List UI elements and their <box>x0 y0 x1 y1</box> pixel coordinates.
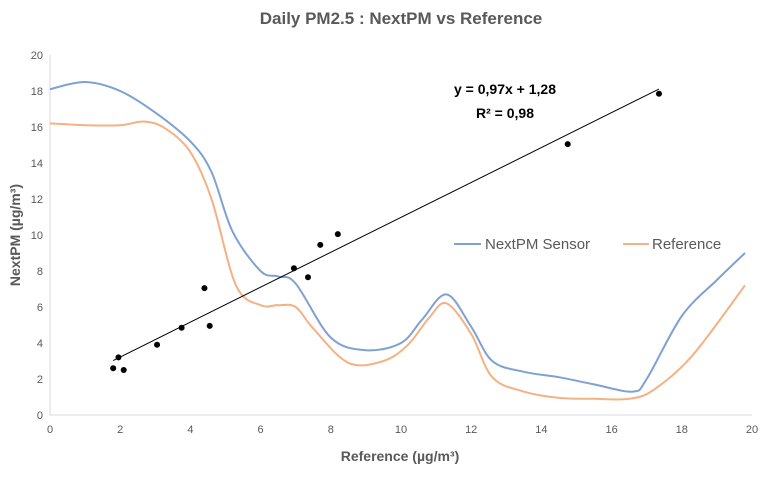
y-tick-label: 4 <box>37 338 43 350</box>
y-tick-label: 18 <box>31 86 43 98</box>
chart-title: Daily PM2.5 : NextPM vs Reference <box>260 9 543 28</box>
scatter-point <box>290 265 297 272</box>
x-axis-label: Reference (µg/m³) <box>341 448 460 464</box>
x-tick-label: 6 <box>258 424 264 436</box>
x-tick-label: 12 <box>465 424 477 436</box>
x-tick-label: 16 <box>605 424 617 436</box>
y-tick-label: 12 <box>31 194 43 206</box>
scatter-point <box>115 354 122 361</box>
y-tick-label: 16 <box>31 122 43 134</box>
scatter-point <box>206 322 213 329</box>
x-tick-label: 18 <box>676 424 688 436</box>
y-tick-label: 10 <box>31 230 43 242</box>
scatter-point <box>178 324 185 331</box>
y-tick-label: 20 <box>31 50 43 62</box>
scatter-point <box>201 285 208 292</box>
x-tick-label: 4 <box>187 424 193 436</box>
scatter-point <box>564 141 571 148</box>
x-tick-label: 8 <box>328 424 334 436</box>
x-tick-label: 14 <box>535 424 547 436</box>
x-tick-labels: 0 2 4 6 8 10 12 14 16 18 20 <box>47 424 758 436</box>
trendline-r2: R² = 0,98 <box>476 105 534 121</box>
y-tick-label: 8 <box>37 266 43 278</box>
axes <box>49 55 752 416</box>
y-tick-label: 14 <box>31 158 43 170</box>
y-axis-label: NextPM (µg/m³) <box>7 184 23 286</box>
scatter-point <box>120 367 127 373</box>
legend-label-nextpm: NextPM Sensor <box>485 236 590 253</box>
x-tick-label: 0 <box>47 424 53 436</box>
y-tick-label: 2 <box>37 374 43 386</box>
trendline <box>112 88 660 361</box>
scatter-point <box>154 341 161 348</box>
y-tick-label: 0 <box>37 410 43 422</box>
x-tick-label: 2 <box>117 424 123 436</box>
series-line-nextpm-sensor <box>49 80 746 393</box>
scatter-point <box>655 90 662 97</box>
series-lines <box>49 80 746 401</box>
scatter-point <box>304 274 311 281</box>
scatter-point <box>110 365 117 372</box>
scatter-point <box>317 241 324 248</box>
legend: NextPM Sensor Reference <box>454 236 721 253</box>
y-tick-labels: 0 2 4 6 8 10 12 14 16 18 20 <box>31 50 43 422</box>
scatter-point <box>334 231 341 238</box>
x-tick-label: 10 <box>395 424 407 436</box>
x-tick-label: 20 <box>746 424 758 436</box>
scatter-points <box>110 90 662 373</box>
y-tick-label: 6 <box>37 302 43 314</box>
series-line-reference <box>49 120 746 401</box>
trendline-equation: y = 0,97x + 1,28 <box>454 81 556 97</box>
legend-label-reference: Reference <box>652 236 721 253</box>
